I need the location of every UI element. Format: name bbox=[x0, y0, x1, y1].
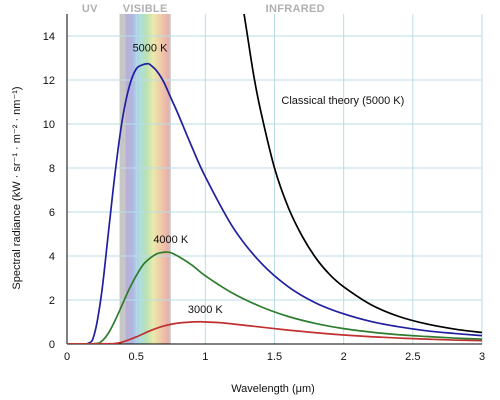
curve-label-classical-theory-5000-k: Classical theory (5000 K) bbox=[281, 95, 404, 107]
x-tick-label: 3 bbox=[479, 351, 485, 363]
series-line-3000-k bbox=[67, 320, 482, 344]
x-tick-label: 2.5 bbox=[405, 351, 420, 363]
y-tick-label: 14 bbox=[43, 31, 55, 43]
y-tick-label: 0 bbox=[49, 339, 55, 351]
curve-label-5000-k: 5000 K bbox=[133, 42, 169, 54]
y-tick-label: 8 bbox=[49, 163, 55, 175]
y-tick-label: 10 bbox=[43, 119, 55, 131]
series-layer bbox=[67, 14, 482, 344]
x-tick-label: 1 bbox=[202, 351, 208, 363]
grid-layer bbox=[67, 14, 483, 344]
series-line-4000-k bbox=[67, 251, 482, 344]
x-tick-label: 0.5 bbox=[129, 351, 144, 363]
x-tick-label: 2 bbox=[341, 351, 347, 363]
y-axis-title: Spectral radiance (kW · sr⁻¹ · m⁻² · nm⁻… bbox=[11, 86, 23, 289]
curve-label-4000-k: 4000 K bbox=[153, 234, 189, 246]
series-line-5000-k bbox=[67, 62, 482, 344]
y-tick-label: 6 bbox=[49, 207, 55, 219]
regions-layer bbox=[119, 14, 171, 344]
visible-spectrum-band bbox=[125, 14, 169, 344]
x-tick-label: 0 bbox=[64, 351, 70, 363]
y-tick-label: 2 bbox=[49, 295, 55, 307]
region-label-visible: VISIBLE bbox=[123, 3, 168, 15]
x-tick-label: 1.5 bbox=[267, 351, 282, 363]
y-tick-label: 12 bbox=[43, 75, 55, 87]
x-axis-title: Wavelength (μm) bbox=[231, 383, 315, 395]
curve-label-3000-k: 3000 K bbox=[188, 304, 224, 316]
region-label-infrared: INFRARED bbox=[266, 3, 325, 15]
labels-layer: UV VISIBLE INFRARED 5000 K 4000 K 3000 K Class… bbox=[82, 3, 404, 316]
axes-layer: 0 0.5 1 1.5 2 2.5 3 0 2 4 6 8 10 12 14 bbox=[43, 14, 485, 363]
region-label-uv: UV bbox=[82, 3, 98, 15]
series-line-classical-theory-5000-k bbox=[243, 14, 482, 334]
y-tick-label: 4 bbox=[49, 251, 55, 263]
